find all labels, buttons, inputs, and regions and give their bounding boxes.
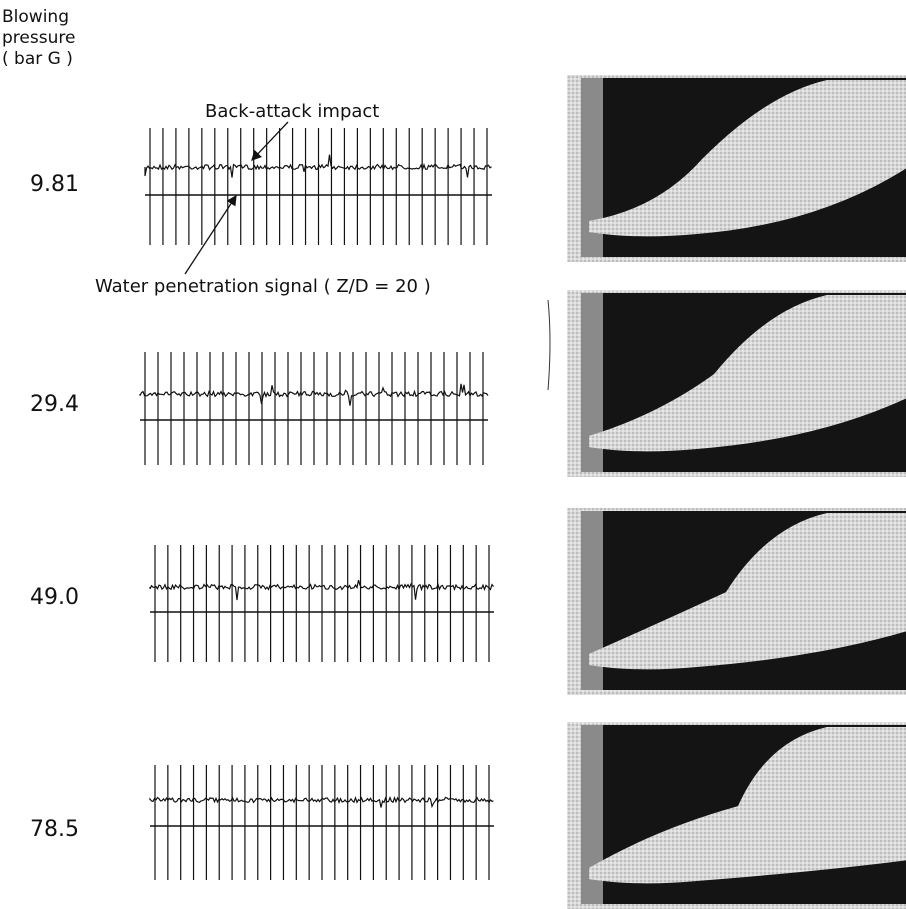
axis-label-line: pressure xyxy=(2,28,75,48)
photo-plume xyxy=(589,295,906,452)
axis-label-line: ( bar G ) xyxy=(2,49,73,69)
pressure-label: 29.4 xyxy=(30,392,79,417)
photo-plume xyxy=(589,513,906,670)
annotation: Water penetration signal ( Z/D = 20 ) xyxy=(95,276,431,297)
pressure-label: 9.81 xyxy=(30,172,79,197)
axis-label-line: Blowing xyxy=(2,7,69,27)
pressure-label: 78.5 xyxy=(30,817,79,842)
signal-trace xyxy=(149,579,494,601)
photo-plume xyxy=(589,727,906,884)
annotation-arrow xyxy=(251,121,289,161)
photo-strip xyxy=(581,293,603,472)
signal-trace xyxy=(144,154,492,178)
photo-strip xyxy=(581,725,603,904)
photo-plume xyxy=(589,80,906,237)
annotation: Back-attack impact xyxy=(205,101,379,122)
pressure-label: 49.0 xyxy=(30,585,79,610)
photo-strip xyxy=(581,78,603,257)
signal-trace xyxy=(139,383,489,406)
photo-strip xyxy=(581,511,603,690)
signal-trace xyxy=(149,795,494,809)
margin-mark xyxy=(547,299,551,391)
